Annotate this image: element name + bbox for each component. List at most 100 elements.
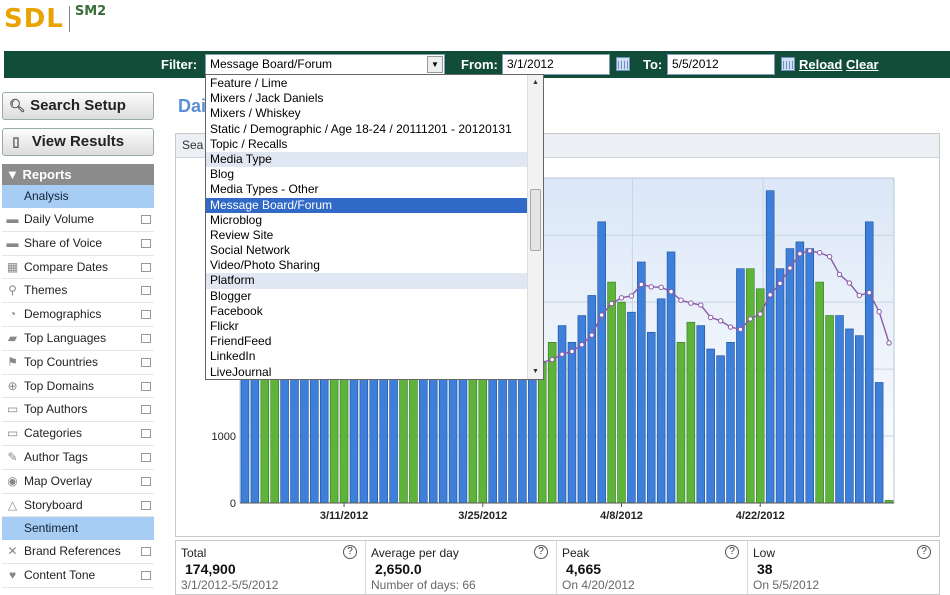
sidebar-item-top-languages[interactable]: ▰ Top Languages <box>2 327 154 351</box>
filter-select[interactable]: Message Board/Forum ▼ <box>205 54 445 75</box>
search-setup-button[interactable]: 🔍︎ Search Setup <box>2 92 154 120</box>
bar <box>498 362 507 504</box>
sidebar-item-label: Author Tags <box>24 449 88 464</box>
popout-icon[interactable] <box>141 500 151 510</box>
bar <box>785 248 795 504</box>
bar <box>607 281 616 504</box>
dropdown-option[interactable]: Media Types - Other <box>210 182 319 197</box>
help-icon[interactable]: ? <box>343 545 357 559</box>
filter-dropdown-list[interactable]: Feature / Lime Mixers / Jack Daniels Mixer… <box>205 74 544 380</box>
to-date-input[interactable]: 5/5/2012 <box>667 54 775 75</box>
sidebar-item-storyboard[interactable]: △ Storyboard <box>2 494 154 518</box>
bar <box>874 382 884 504</box>
scroll-thumb[interactable] <box>530 189 541 251</box>
dropdown-option[interactable]: Feature / Lime <box>210 76 288 90</box>
dropdown-option[interactable]: Mixers / Jack Daniels <box>210 91 324 106</box>
sidebar-item-themes[interactable]: ⚲ Themes <box>2 279 154 304</box>
dropdown-option[interactable]: Social Network <box>210 243 291 258</box>
sidebar-item-label: Storyboard <box>24 497 83 512</box>
bar <box>755 288 765 504</box>
logo-brand: SDL <box>4 4 64 34</box>
bar <box>359 362 369 504</box>
sidebar-item-top-domains[interactable]: ⊕ Top Domains <box>2 375 154 399</box>
stat-value: 174,900 <box>185 561 236 577</box>
popout-icon[interactable] <box>141 286 151 296</box>
trend-point <box>737 326 744 333</box>
sidebar-item-categories[interactable]: ▭ Categories <box>2 422 154 446</box>
popout-icon[interactable] <box>141 429 151 439</box>
sidebar-item-demographics[interactable]: ◔ Demographics <box>2 303 154 327</box>
scroll-up-icon[interactable]: ▲ <box>532 79 539 86</box>
x-tick-label: 3/11/2012 <box>320 510 368 522</box>
dropdown-option[interactable]: Mixers / Whiskey <box>210 106 301 121</box>
bar <box>845 328 854 504</box>
from-date-input[interactable]: 3/1/2012 <box>502 54 610 75</box>
sidebar-item-map-overlay[interactable]: ◉ Map Overlay <box>2 470 154 494</box>
help-icon[interactable]: ? <box>917 545 931 559</box>
dropdown-option[interactable]: Review Site <box>210 227 274 242</box>
document-icon: ▯ <box>12 134 20 149</box>
bar <box>825 315 834 504</box>
popout-icon[interactable] <box>141 571 151 581</box>
popout-icon[interactable] <box>141 333 151 343</box>
dropdown-option[interactable]: Microblog <box>210 212 263 227</box>
trend-point <box>569 348 575 355</box>
sidebar-item-compare-dates[interactable]: ▦ Compare Dates <box>2 256 154 280</box>
help-icon[interactable]: ? <box>725 545 739 559</box>
dropdown-option[interactable]: Message Board/Forum <box>206 197 528 213</box>
popout-icon[interactable] <box>141 547 151 557</box>
trend-point <box>767 292 773 298</box>
popout-icon[interactable] <box>141 215 151 224</box>
dropdown-option[interactable]: LiveJournal <box>210 364 272 379</box>
dropdown-scrollbar[interactable]: ▲ ▼ <box>527 75 543 379</box>
languages-icon: ▰ <box>7 330 18 345</box>
view-results-button[interactable]: ▯ View Results <box>2 128 154 156</box>
popout-icon[interactable] <box>141 405 151 415</box>
trend-point <box>589 332 595 338</box>
sidebar-item-share-of-voice[interactable]: ▬ Share of Voice <box>2 232 154 256</box>
sidebar-item-brand-references[interactable]: ✕ Brand References <box>2 540 154 565</box>
calendar-icon[interactable] <box>781 57 795 71</box>
bar <box>696 325 706 504</box>
heart-icon: ♥ <box>8 568 17 583</box>
popout-icon[interactable] <box>141 381 151 391</box>
trend-point <box>826 253 833 260</box>
help-icon[interactable]: ? <box>534 545 548 559</box>
dropdown-option[interactable]: Topic / Recalls <box>210 136 288 151</box>
sidebar-item-top-countries[interactable]: ⚑ Top Countries <box>2 351 154 375</box>
clear-link[interactable]: Clear <box>846 57 879 72</box>
dropdown-option[interactable]: Facebook <box>210 303 263 318</box>
chevron-down-icon[interactable]: ▼ <box>427 56 443 73</box>
popout-icon[interactable] <box>141 262 151 272</box>
trend-point <box>678 297 684 303</box>
dropdown-option[interactable]: Blogger <box>210 288 252 303</box>
reload-link[interactable]: Reload <box>799 57 843 72</box>
stat-low: Low 38 On 5/5/2012 ? <box>748 541 939 594</box>
bar <box>676 342 686 504</box>
popout-icon[interactable] <box>141 238 151 248</box>
dropdown-option[interactable]: FriendFeed <box>210 334 272 349</box>
calendar-icon[interactable] <box>616 57 630 71</box>
reports-header[interactable]: ▼ Reports <box>2 164 154 185</box>
sidebar-item-content-tone[interactable]: ♥ Content Tone <box>2 564 154 588</box>
scroll-down-icon[interactable]: ▼ <box>532 368 539 375</box>
bar <box>775 268 785 504</box>
dropdown-option[interactable]: Flickr <box>210 319 239 333</box>
flag-icon: ⚑ <box>7 354 18 369</box>
sidebar-item-author-tags[interactable]: ✎ Author Tags <box>2 446 154 470</box>
dropdown-option[interactable]: Blog <box>210 167 235 182</box>
sidebar-item-label: Top Languages <box>24 330 107 345</box>
sidebar-item-label: Top Domains <box>24 378 95 393</box>
popout-icon[interactable] <box>141 452 151 462</box>
popout-icon[interactable] <box>141 476 151 486</box>
dropdown-option[interactable]: LinkedIn <box>210 349 256 364</box>
bar <box>448 362 458 504</box>
popout-icon[interactable] <box>141 357 151 367</box>
popout-icon[interactable] <box>141 310 151 320</box>
sidebar-item-daily-volume[interactable]: ▬ Daily Volume <box>2 208 154 232</box>
dropdown-option[interactable]: Video/Photo Sharing <box>210 258 320 273</box>
dropdown-option[interactable]: Static / Demographic / Age 18-24 / 20111… <box>210 121 512 136</box>
sidebar-item-top-authors[interactable]: ▭ Top Authors <box>2 398 154 423</box>
sidebar-item-label: Map Overlay <box>24 473 93 488</box>
bar <box>656 298 666 504</box>
